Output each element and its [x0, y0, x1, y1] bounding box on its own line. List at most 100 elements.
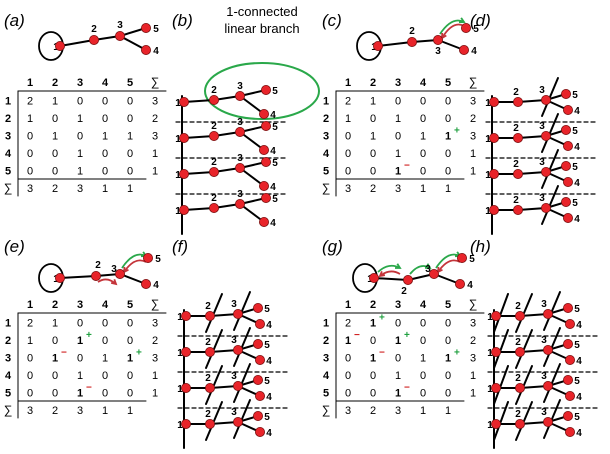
matrix-cell: 1: [345, 335, 351, 347]
matrix-cell: 0: [27, 370, 33, 382]
matrix-cell: 0: [370, 335, 376, 347]
graph-node: [204, 382, 215, 393]
matrix-cell: 1: [152, 166, 158, 178]
node-label: 5: [264, 340, 270, 351]
column-sum: 2: [52, 183, 58, 195]
matrix-cell: 1: [370, 96, 376, 108]
matrix-cell: 1: [470, 166, 476, 178]
node-label: 1: [487, 384, 493, 395]
column-header: 3: [395, 299, 401, 311]
row-header: 5: [5, 388, 11, 400]
adjacency-matrix: 1 2 3 4 5 ∑1 2 1 +0 0 0 32 1−0 1 +0 0 23 0 1−0 1 1 +34 0 0 1 0 0 15…: [322, 297, 485, 419]
node-label: 2: [211, 157, 217, 168]
node-label: 3: [237, 117, 243, 128]
slanted-link: [543, 291, 561, 331]
column-header: 4: [102, 77, 109, 89]
matrix-cell: 1: [77, 113, 83, 125]
matrix-cell: 1: [470, 148, 476, 160]
edge: [239, 131, 265, 151]
rewire-arrow: [409, 263, 432, 275]
column-header: 4: [420, 77, 427, 89]
matrix-cell: 0: [445, 148, 451, 160]
row-header: 3: [323, 353, 329, 365]
matrix-cell: 0: [445, 318, 451, 330]
node-label: 1: [485, 134, 491, 145]
graph-node: [252, 302, 263, 313]
matrix-cell: 0: [127, 335, 133, 347]
column-sum: 2: [370, 405, 376, 417]
graph-node: [406, 37, 417, 48]
matrix-cell: 0: [370, 388, 376, 400]
graph-node: [543, 344, 554, 355]
matrix-cell: 1: [420, 353, 426, 365]
matrix-cell: 1: [395, 113, 401, 125]
column-header-sum: ∑: [151, 297, 160, 311]
slanted-link: [541, 113, 559, 153]
node-label: 4: [576, 392, 582, 403]
rewire-arrow: [439, 17, 466, 35]
matrix-cell: 0: [370, 166, 376, 178]
node-label: 3: [541, 407, 547, 418]
matrix-cell: 0: [52, 335, 58, 347]
matrix-cell: 0: [420, 113, 426, 125]
matrix-cell: 2: [470, 113, 476, 125]
node-label: 3: [117, 20, 123, 31]
graph-node: [513, 97, 524, 108]
row-header: 2: [5, 335, 11, 347]
column-header: 3: [77, 77, 83, 89]
column-sum: 1: [102, 183, 108, 195]
slanted-link: [541, 77, 559, 117]
branch-highlight-ellipse: [204, 62, 320, 120]
change-mark: −: [61, 348, 67, 359]
matrix-cell: 0: [77, 96, 83, 108]
column-header: 1: [345, 77, 351, 89]
node-label: 5: [572, 162, 578, 173]
edge: [377, 41, 413, 47]
graph-node: [204, 346, 215, 357]
matrix-cell: 1: [395, 166, 401, 178]
matrix-cell: 1: [77, 335, 83, 347]
node-label: 2: [205, 409, 211, 420]
graph-node: [260, 85, 271, 96]
matrix-cell: 0: [127, 148, 133, 160]
graph-node: [140, 278, 151, 289]
graph-node: [115, 30, 126, 41]
node-label: 4: [270, 110, 276, 121]
graph-node: [488, 97, 499, 108]
node-label: 5: [572, 90, 578, 101]
matrix-cell: 0: [77, 318, 83, 330]
matrix-cell: 0: [52, 388, 58, 400]
graph-node: [488, 204, 499, 215]
graph-node: [561, 196, 572, 207]
matrix-cell: 1: [77, 370, 83, 382]
node-label: 2: [515, 373, 521, 384]
column-sum: 1: [445, 405, 451, 417]
node-label: 1: [177, 420, 183, 431]
slanted-link: [493, 293, 509, 333]
matrix-cell: 0: [77, 131, 83, 143]
graph-node: [178, 204, 189, 215]
matrix-cell: 1: [77, 148, 83, 160]
matrix-cell: 2: [27, 318, 33, 330]
slanted-link: [543, 363, 561, 403]
graph-node: [178, 97, 189, 108]
graph-node: [565, 318, 576, 329]
column-sum: 3: [27, 405, 33, 417]
matrix-cell: 0: [420, 335, 426, 347]
node-label: 4: [471, 46, 477, 57]
node-label: 3: [539, 193, 545, 204]
graph-node: [208, 95, 219, 106]
slanted-link: [205, 401, 223, 441]
node-label: 3: [539, 85, 545, 96]
graph-node: [402, 274, 413, 285]
node-label: 1: [487, 312, 493, 323]
graph-node: [232, 416, 243, 427]
graph-node: [372, 41, 383, 52]
change-mark: +: [379, 313, 385, 324]
matrix-cell: 1: [52, 318, 58, 330]
matrix-cell: 0: [345, 166, 351, 178]
matrix-cell: 1: [27, 113, 33, 125]
node-label: 1: [175, 206, 181, 217]
